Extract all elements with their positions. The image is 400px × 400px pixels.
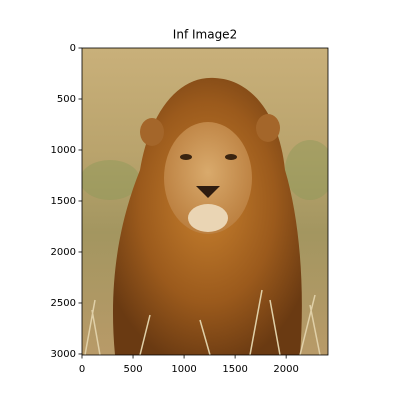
lion-eye (180, 154, 192, 160)
lion-eye (225, 154, 237, 160)
y-tick-label: 0 (70, 43, 76, 54)
y-tick-label: 1000 (51, 145, 76, 156)
x-tick-label: 1500 (222, 364, 247, 375)
lion-muzzle (188, 204, 228, 232)
grass-blades (84, 289, 321, 355)
lion-face (164, 122, 252, 234)
y-tick-label: 2500 (51, 298, 76, 309)
chart-title: Inf Image2 (173, 28, 237, 42)
x-tick-label: 500 (123, 364, 142, 375)
x-tick-label: 0 (79, 364, 85, 375)
grass-blur (82, 160, 140, 200)
lion-ear (256, 114, 280, 142)
y-tick-label: 3000 (51, 349, 76, 360)
image (82, 48, 328, 355)
y-tick-label: 2000 (51, 247, 76, 258)
x-tick-label: 1000 (171, 364, 196, 375)
y-tick-label: 1500 (51, 196, 76, 207)
x-tick-label: 2000 (273, 364, 298, 375)
y-tick-label: 500 (57, 94, 76, 105)
lion-ear (140, 118, 164, 146)
axes-frame (81, 47, 329, 356)
grass-blur (285, 140, 328, 200)
lion-nose (196, 186, 220, 198)
